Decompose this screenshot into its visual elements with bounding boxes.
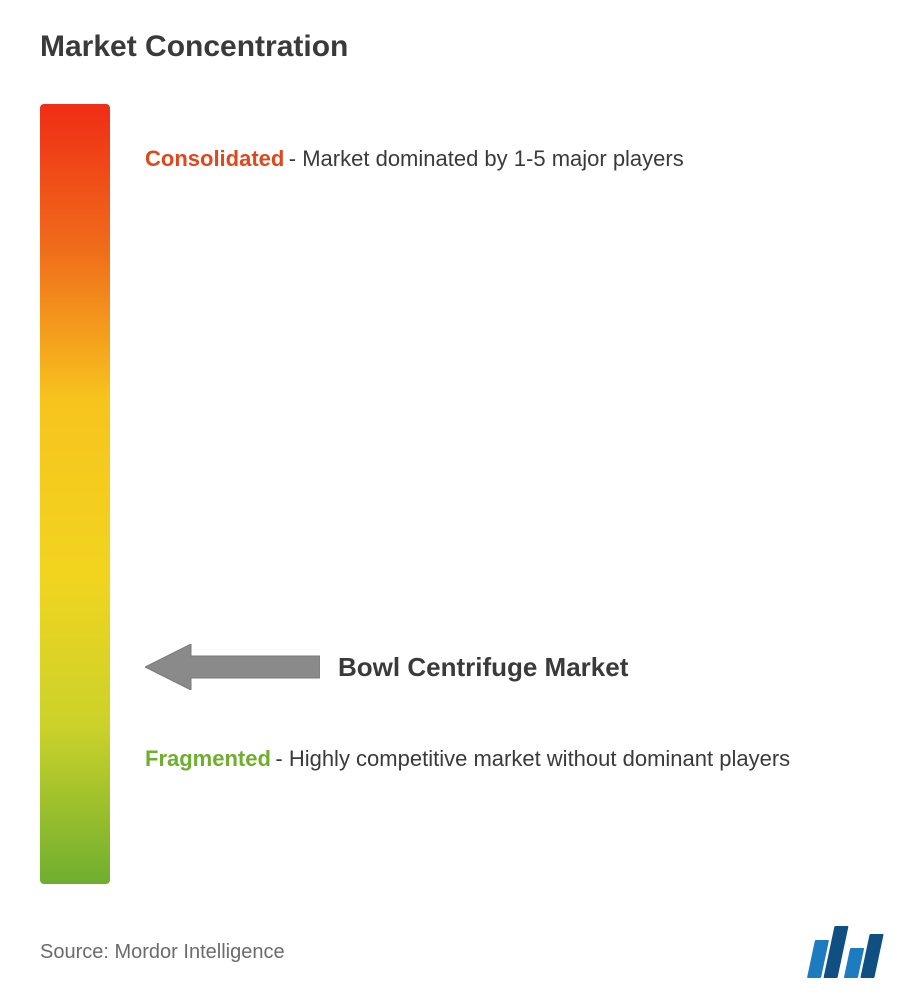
- consolidated-label: Consolidated - Market dominated by 1-5 m…: [145, 144, 861, 174]
- market-name: Bowl Centrifuge Market: [338, 652, 628, 683]
- footer: Source: Mordor Intelligence: [40, 926, 881, 978]
- left-arrow-icon: [145, 644, 320, 690]
- source-text: Source: Mordor Intelligence: [40, 941, 285, 964]
- labels-column: Consolidated - Market dominated by 1-5 m…: [145, 104, 881, 884]
- concentration-gradient-bar: [40, 104, 110, 884]
- market-pointer-row: Bowl Centrifuge Market: [145, 644, 628, 690]
- content-area: Consolidated - Market dominated by 1-5 m…: [40, 104, 881, 884]
- fragmented-tag: Fragmented: [145, 746, 271, 771]
- consolidated-desc: - Market dominated by 1-5 major players: [289, 146, 684, 171]
- mordor-logo: [811, 926, 881, 978]
- consolidated-tag: Consolidated: [145, 146, 284, 171]
- fragmented-desc: - Highly competitive market without domi…: [275, 746, 790, 771]
- chart-title: Market Concentration: [40, 30, 881, 64]
- fragmented-label: Fragmented - Highly competitive market w…: [145, 744, 861, 774]
